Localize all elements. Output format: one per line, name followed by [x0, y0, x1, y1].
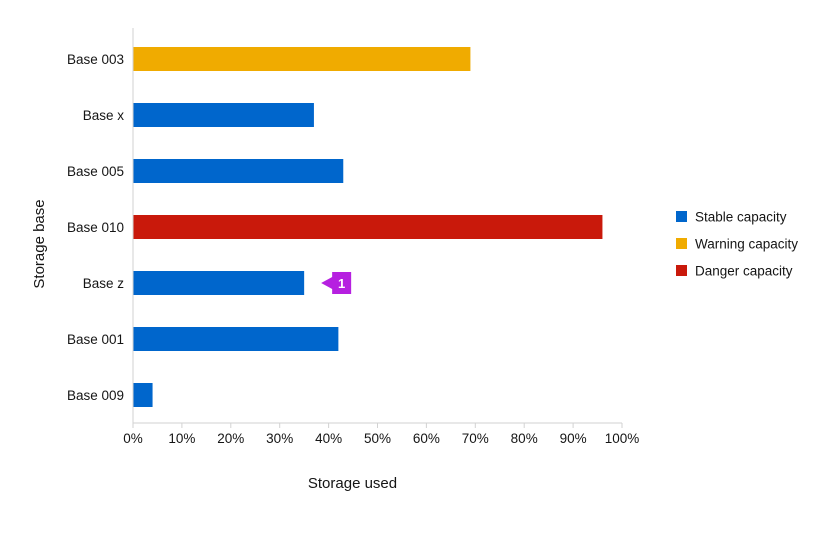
bar-base-005[interactable]: [133, 159, 344, 183]
y-tick-label-base-z: Base z: [83, 276, 125, 291]
x-tick-label: 70%: [462, 431, 489, 446]
y-tick-label-base-009: Base 009: [67, 388, 124, 403]
annotation-layer: 1: [321, 272, 352, 294]
x-tick-label: 10%: [168, 431, 195, 446]
labels-layer: Base 003 Base x Base 005 Base 010 Base z Base…: [31, 52, 639, 492]
legend-label-warning: Warning capacity: [695, 237, 798, 252]
x-tick-label: 30%: [266, 431, 293, 446]
legend-item-warning[interactable]: Warning capacity: [676, 237, 798, 252]
legend-label-stable: Stable capacity: [695, 210, 787, 225]
y-tick-label-base-x: Base x: [83, 108, 125, 123]
annotation-badge-shape: [321, 272, 352, 294]
bar-base-003[interactable]: [133, 47, 471, 71]
x-tick-label: 50%: [364, 431, 391, 446]
y-tick-label-base-001: Base 001: [67, 332, 124, 347]
y-tick-label-base-005: Base 005: [67, 164, 124, 179]
x-axis-title: Storage used: [308, 475, 397, 492]
x-tick-label: 80%: [511, 431, 538, 446]
bars-layer: [133, 47, 603, 407]
x-tick-label: 90%: [560, 431, 587, 446]
legend-item-danger[interactable]: Danger capacity: [676, 264, 793, 279]
y-tick-label-base-010: Base 010: [67, 220, 124, 235]
legend-item-stable[interactable]: Stable capacity: [676, 210, 787, 225]
bar-base-010[interactable]: [133, 215, 603, 239]
bar-base-009[interactable]: [133, 383, 153, 407]
x-tick-label: 40%: [315, 431, 342, 446]
annotation-badge[interactable]: 1: [321, 272, 352, 294]
axes-layer: [132, 28, 623, 428]
legend-swatch-stable: [676, 211, 687, 222]
x-tick-label: 0%: [123, 431, 143, 446]
y-tick-label-base-003: Base 003: [67, 52, 124, 67]
legend-swatch-warning: [676, 238, 687, 249]
x-tick-label: 60%: [413, 431, 440, 446]
bar-base-001[interactable]: [133, 327, 339, 351]
x-tick-label: 100%: [605, 431, 640, 446]
x-tick-label: 20%: [217, 431, 244, 446]
annotation-badge-label: 1: [338, 276, 345, 291]
bar-base-z[interactable]: [133, 271, 305, 295]
legend: Stable capacity Warning capacity Danger ca…: [676, 210, 798, 279]
legend-swatch-danger: [676, 265, 687, 276]
bar-base-x[interactable]: [133, 103, 314, 127]
legend-label-danger: Danger capacity: [695, 264, 793, 279]
y-axis-title: Storage base: [31, 199, 48, 288]
